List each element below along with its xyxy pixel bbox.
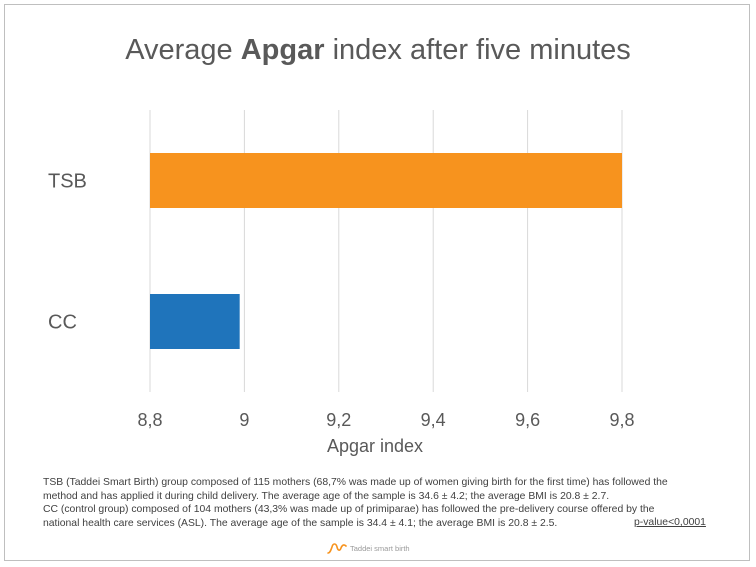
y-category-label: TSB bbox=[48, 171, 87, 193]
y-category-label: CC bbox=[48, 312, 77, 334]
chart-title-bold: Apgar bbox=[240, 34, 325, 66]
x-tick-label: 9 bbox=[239, 410, 249, 430]
x-axis-label: Apgar index bbox=[327, 436, 423, 456]
x-tick-label: 9,6 bbox=[515, 410, 540, 430]
footnote-line: method and has applied it during child d… bbox=[43, 490, 610, 502]
footnote: TSB (Taddei Smart Birth) group composed … bbox=[43, 476, 723, 530]
logo-text: Taddei smart birth bbox=[350, 543, 410, 553]
footnote-line: TSB (Taddei Smart Birth) group composed … bbox=[43, 477, 668, 488]
logo-icon bbox=[327, 543, 347, 554]
footnote-line: national health care services (ASL). The… bbox=[43, 517, 558, 529]
x-tick-label: 9,2 bbox=[326, 410, 351, 430]
footnote-line: CC (control group) composed of 104 mothe… bbox=[43, 504, 655, 516]
x-tick-label: 9,8 bbox=[609, 410, 634, 430]
chart-frame bbox=[4, 4, 750, 561]
bar-cc bbox=[150, 294, 240, 349]
chart-title: Average Apgar index after five minutes bbox=[125, 34, 631, 66]
bar-tsb bbox=[150, 153, 622, 208]
x-tick-label: 8,8 bbox=[137, 410, 162, 430]
x-tick-label: 9,4 bbox=[421, 410, 446, 430]
p-value-label: p-value<0,0001 bbox=[634, 517, 706, 528]
logo: Taddei smart birth bbox=[327, 540, 410, 556]
